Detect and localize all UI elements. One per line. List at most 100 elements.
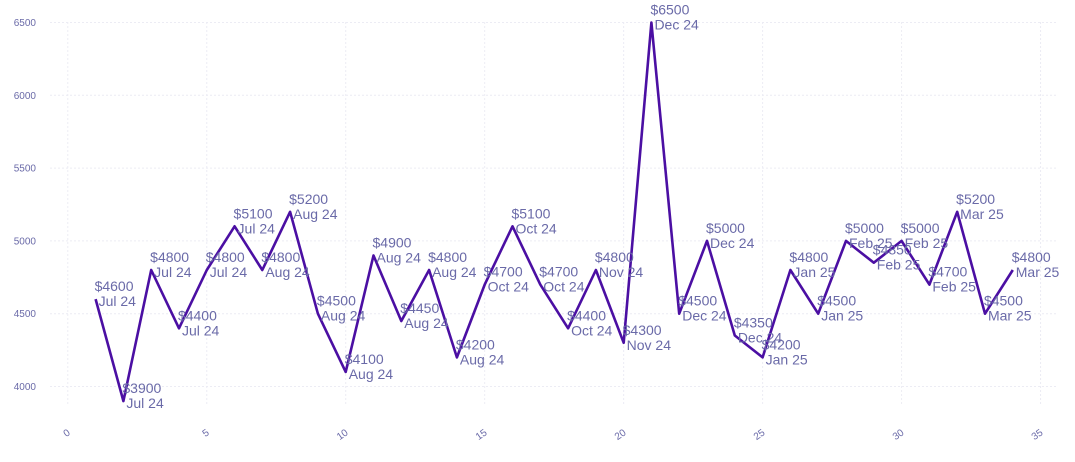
y-tick-label: 5000 xyxy=(14,236,37,247)
date-label: Dec 24 xyxy=(738,330,783,346)
y-tick-label: 4000 xyxy=(14,382,37,393)
y-tick-label: 6500 xyxy=(14,18,37,29)
price-label: $4700 xyxy=(928,264,967,280)
price-label: $4400 xyxy=(567,307,606,323)
date-label: Aug 24 xyxy=(432,264,477,280)
date-label: Oct 24 xyxy=(515,220,556,236)
date-label: Aug 24 xyxy=(404,315,449,331)
date-label: Dec 24 xyxy=(710,235,755,251)
price-label: $4500 xyxy=(817,293,856,309)
date-label: Aug 24 xyxy=(265,264,310,280)
price-label: $4800 xyxy=(261,249,300,265)
x-axis-ticks: 0 5 10 15 20 25 30 35 xyxy=(62,427,1046,443)
price-label: $4100 xyxy=(345,351,384,367)
price-label: $4400 xyxy=(178,307,217,323)
price-label: $5000 xyxy=(901,220,940,236)
price-label: $4800 xyxy=(1012,249,1051,265)
price-label: $5000 xyxy=(845,220,884,236)
price-label: $4800 xyxy=(595,249,634,265)
date-label: Mar 25 xyxy=(960,206,1004,222)
date-label: Jul 24 xyxy=(99,293,137,309)
date-label: Jul 24 xyxy=(126,395,164,411)
date-label: Jul 24 xyxy=(238,220,276,236)
price-label: $4800 xyxy=(206,249,245,265)
date-label: Aug 24 xyxy=(460,351,505,367)
price-label: $4200 xyxy=(762,336,801,352)
x-tick-label: 35 xyxy=(1030,427,1046,443)
x-tick-label: 0 xyxy=(62,427,73,439)
price-label: $4500 xyxy=(984,293,1023,309)
price-label: $3900 xyxy=(122,380,161,396)
date-label: Mar 25 xyxy=(1016,264,1060,280)
date-label: Jul 24 xyxy=(154,264,192,280)
price-label: $4600 xyxy=(95,278,134,294)
price-label: $4450 xyxy=(400,300,439,316)
date-label: Jul 24 xyxy=(210,264,248,280)
x-tick-label: 20 xyxy=(613,427,629,443)
date-label: Jul 24 xyxy=(182,322,220,338)
date-label: Feb 25 xyxy=(932,279,976,295)
date-label: Jan 25 xyxy=(793,264,835,280)
price-label: $4200 xyxy=(456,336,495,352)
date-label: Oct 24 xyxy=(488,279,529,295)
price-label: $6500 xyxy=(650,1,689,17)
date-label: Feb 25 xyxy=(877,257,921,273)
price-label: $4800 xyxy=(789,249,828,265)
date-label: Feb 25 xyxy=(849,235,893,251)
x-tick-label: 30 xyxy=(891,427,907,443)
date-label: Feb 25 xyxy=(905,235,949,251)
price-label: $4300 xyxy=(623,322,662,338)
date-label: Oct 24 xyxy=(571,322,612,338)
x-tick-label: 15 xyxy=(474,427,490,443)
grid xyxy=(50,21,1058,405)
y-tick-label: 4500 xyxy=(14,309,37,320)
date-label: Aug 24 xyxy=(293,206,338,222)
price-label: $5100 xyxy=(234,205,273,221)
date-label: Mar 25 xyxy=(988,308,1032,324)
series-line xyxy=(94,21,1014,403)
price-label: $5100 xyxy=(511,205,550,221)
y-tick-label: 6000 xyxy=(14,91,37,102)
date-label: Jan 25 xyxy=(766,351,808,367)
date-label: Dec 24 xyxy=(682,308,727,324)
y-tick-label: 5500 xyxy=(14,164,37,175)
x-tick-label: 10 xyxy=(335,427,351,443)
date-label: Nov 24 xyxy=(599,264,644,280)
price-label: $4800 xyxy=(150,249,189,265)
price-label: $5200 xyxy=(956,191,995,207)
date-label: Oct 24 xyxy=(543,279,584,295)
date-label: Aug 24 xyxy=(377,249,422,265)
price-label: $4850 xyxy=(873,242,912,258)
price-label: $5000 xyxy=(706,220,745,236)
date-label: Aug 24 xyxy=(321,308,366,324)
